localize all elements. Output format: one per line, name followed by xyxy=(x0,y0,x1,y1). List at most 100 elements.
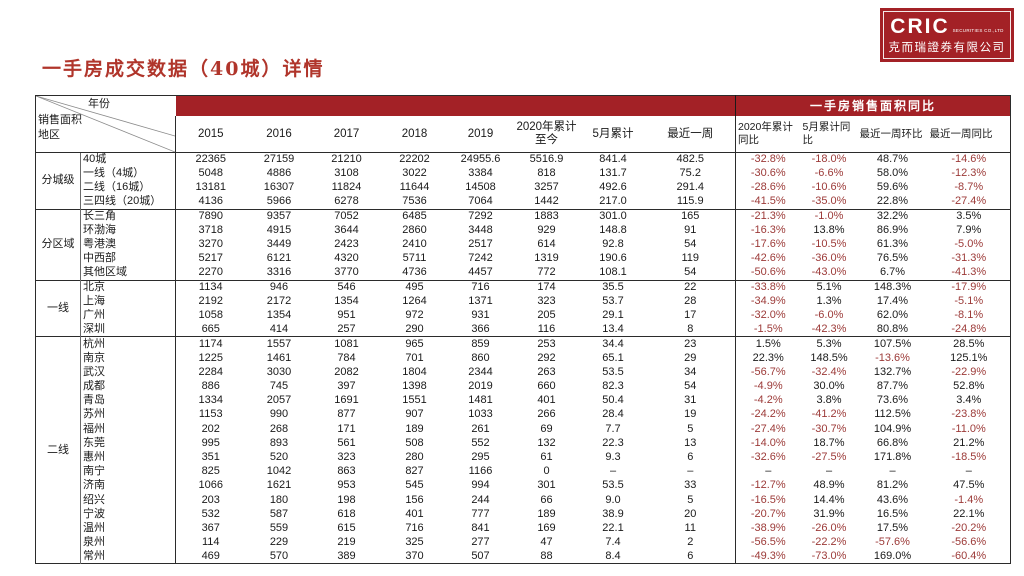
region-name-cell: 东莞 xyxy=(83,436,105,449)
value-cell: 54 xyxy=(684,266,697,279)
pct-cell: 22.1% xyxy=(953,507,985,520)
value-cell: 1883 xyxy=(512,208,581,224)
pct-cell: -56.5% xyxy=(735,535,801,550)
data-table-wrapper: 年份 销售面积 地区 一手房销售面积同比 2015 2016 2017 2018… xyxy=(35,95,1012,565)
value-cell: 7292 xyxy=(448,208,513,224)
region-name-cell: 惠州 xyxy=(83,451,105,464)
header-band-row: 年份 销售面积 地区 一手房销售面积同比 xyxy=(35,95,1011,153)
value-cell: 34 xyxy=(684,365,697,378)
region-name-cell: 苏州 xyxy=(83,408,105,421)
value-cell: 323 xyxy=(537,294,556,307)
pct-cell: 76.5% xyxy=(876,252,909,265)
diagonal-header-cell: 年份 销售面积 地区 xyxy=(35,95,176,153)
pct-cell: -13.6% xyxy=(875,351,910,364)
pct-cell: 22.3% xyxy=(735,351,801,366)
table-body: 分城级 40城 22365 27159 21210 22202 24955.6 5516.9 8… xyxy=(35,152,1011,564)
value-cell: 22.3 xyxy=(602,436,624,449)
value-cell: 2192 xyxy=(175,294,246,309)
table-row: 深圳 665 414 257 290 366 116 13.4 8 -1.5% -42.3% 80.8… xyxy=(36,322,1011,337)
value-cell: 907 xyxy=(405,408,424,421)
pct-cell: 107.5% xyxy=(857,336,928,352)
table-row: 宁波 532 587 618 401 777 189 38.9 20 -20.7% 31.9% 16.… xyxy=(36,507,1011,522)
pct-cell: -4.9% xyxy=(735,379,801,394)
value-cell: 2284 xyxy=(175,365,246,380)
col-header-last-week: 最近一周 xyxy=(645,116,736,153)
value-cell: 27159 xyxy=(263,153,295,166)
region-name-cell: 温州 xyxy=(83,521,105,534)
value-cell: 189 xyxy=(537,507,556,520)
value-cell: 205 xyxy=(537,309,556,322)
pct-cell: -31.3% xyxy=(951,252,987,265)
pct-cell: 18.7% xyxy=(813,436,845,449)
pct-cell: -20.7% xyxy=(735,507,801,522)
value-cell: 2019 xyxy=(468,380,493,393)
pct-cell: 1.5% xyxy=(735,336,801,352)
value-cell: 291.4 xyxy=(676,181,705,194)
value-cell: 257 xyxy=(337,323,356,336)
pct-cell: -11.0% xyxy=(951,422,986,435)
value-cell: 7890 xyxy=(175,208,246,224)
value-cell: 5048 xyxy=(175,166,246,181)
cric-logo: CRIC SECURITIES CO.,LTD 克而瑞證券有限公司 xyxy=(880,8,1014,62)
pct-cell: 61.3% xyxy=(876,238,909,251)
value-cell: 389 xyxy=(337,550,356,563)
region-name-cell: 宁波 xyxy=(83,507,105,520)
pct-cell: -30.7% xyxy=(811,422,847,435)
pct-cell: -33.8% xyxy=(735,279,801,295)
region-name-cell: 青岛 xyxy=(83,394,105,407)
value-cell: 3718 xyxy=(175,223,246,238)
pct-cell: -34.9% xyxy=(735,294,801,309)
value-cell: 61 xyxy=(540,451,553,464)
value-cell: 229 xyxy=(269,536,289,549)
value-cell: 546 xyxy=(312,279,381,295)
value-cell: 3270 xyxy=(175,237,246,252)
region-name-cell: 长三角 xyxy=(80,208,176,224)
pct-cell: 17.4% xyxy=(876,294,909,307)
value-cell: 53.5 xyxy=(602,479,624,492)
value-cell: 108.1 xyxy=(599,266,627,279)
pct-cell: 171.8% xyxy=(873,451,912,464)
pct-cell: -4.2% xyxy=(735,393,801,408)
value-cell: 965 xyxy=(380,336,449,352)
value-cell: 5966 xyxy=(266,195,292,208)
value-cell: 9.0 xyxy=(605,493,621,506)
value-cell: 115.9 xyxy=(676,195,704,208)
value-cell: 9357 xyxy=(245,208,313,224)
value-cell: 2410 xyxy=(402,238,427,251)
value-cell: 1081 xyxy=(312,336,381,352)
value-cell: 1354 xyxy=(266,309,292,322)
value-cell: 1153 xyxy=(175,407,246,423)
value-cell: 614 xyxy=(537,238,556,251)
value-cell: 24955.6 xyxy=(460,153,501,166)
value-cell: 3644 xyxy=(334,224,359,237)
column-header-row: 2015 2016 2017 2018 2019 2020年累计 至今 5月累计… xyxy=(36,116,1011,153)
value-cell: 119 xyxy=(681,252,700,265)
region-name-cell: 北京 xyxy=(80,279,176,295)
pct-cell: -17.9% xyxy=(927,279,1011,295)
pct-cell: 47.5% xyxy=(953,479,985,492)
value-cell: 2172 xyxy=(266,294,292,307)
table-row: 绍兴 203 180 198 156 244 66 9.0 5 -16.5% 14.4% 43.6% -… xyxy=(36,493,1011,508)
pct-cell: -17.6% xyxy=(735,237,801,252)
pct-cell: -20.2% xyxy=(951,521,987,534)
pct-cell: 73.6% xyxy=(876,394,909,407)
region-name-cell: 中西部 xyxy=(83,252,116,265)
value-cell: 929 xyxy=(537,224,556,237)
logo-brand-suffix-text: SECURITIES CO.,LTD xyxy=(952,28,1004,33)
value-cell: 784 xyxy=(337,351,356,364)
value-cell: 198 xyxy=(337,493,356,506)
col-header-2017: 2017 xyxy=(312,116,381,153)
value-cell: 2517 xyxy=(468,238,493,251)
value-cell: 1033 xyxy=(468,408,493,421)
value-cell: 1551 xyxy=(402,394,427,407)
pct-cell: -1.5% xyxy=(735,322,801,337)
value-cell: 4136 xyxy=(175,195,246,210)
table-row: 分区域 长三角 7890 9357 7052 6485 7292 1883 301.0 165 -2… xyxy=(35,208,1011,281)
value-cell: 5217 xyxy=(175,251,246,266)
table-row: 一线（4城） 5048 4886 3108 3022 3384 818 131.7 75.2 -3… xyxy=(36,166,1011,181)
region-name-cell: 上海 xyxy=(83,294,105,307)
value-cell: 169 xyxy=(537,521,556,534)
region-name-cell: 武汉 xyxy=(83,365,105,378)
value-cell: 35.5 xyxy=(580,279,646,295)
value-cell: 370 xyxy=(405,550,424,563)
